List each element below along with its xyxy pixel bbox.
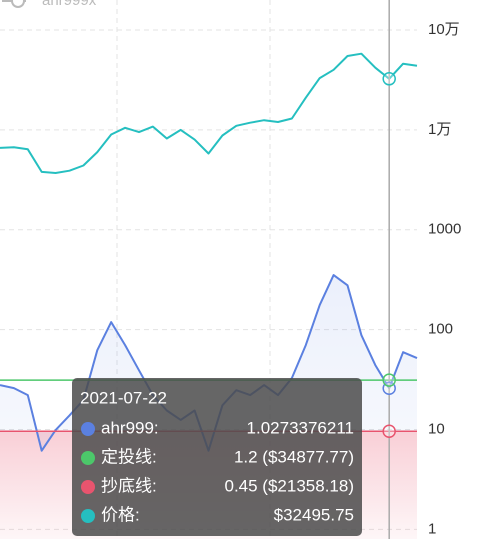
legend-text: ahr999x	[42, 0, 97, 9]
tooltip-label: 抄底线:	[101, 476, 157, 495]
tooltip-label: ahr999:	[101, 418, 159, 437]
y-tick-label: 10	[428, 420, 445, 437]
tooltip-value: 0.45 ($21358.18)	[225, 476, 355, 495]
y-tick-label: 10万	[428, 21, 460, 38]
y-tick-label: 1000	[428, 221, 461, 238]
tooltip-value: $32495.75	[274, 505, 354, 524]
tooltip-box	[72, 378, 362, 536]
y-tick-label: 100	[428, 321, 453, 338]
legend[interactable]: ahr999x	[2, 0, 97, 9]
y-tick-label: 1	[428, 520, 436, 537]
tooltip-value: 1.2 ($34877.77)	[234, 447, 354, 466]
hover-dot	[382, 72, 396, 86]
tooltip-label: 定投线:	[101, 447, 157, 466]
tooltip: 2021-07-22 ahr999: 1.0273376211 定投线: 1.2 ($3…	[72, 378, 362, 536]
hover-dot	[382, 424, 396, 439]
tooltip-label: 价格:	[101, 505, 140, 524]
tooltip-dot	[81, 509, 95, 523]
series-line	[0, 52, 418, 174]
tooltip-dot	[81, 451, 95, 465]
tooltip-date: 2021-07-22	[80, 388, 167, 407]
tooltip-dot	[81, 422, 95, 436]
tooltip-dot	[81, 480, 95, 494]
y-tick-label: 1万	[428, 121, 451, 138]
legend-toggle-knob	[11, 0, 25, 8]
tooltip-value: 1.0273376211	[247, 418, 354, 437]
hover-dot	[382, 373, 396, 387]
